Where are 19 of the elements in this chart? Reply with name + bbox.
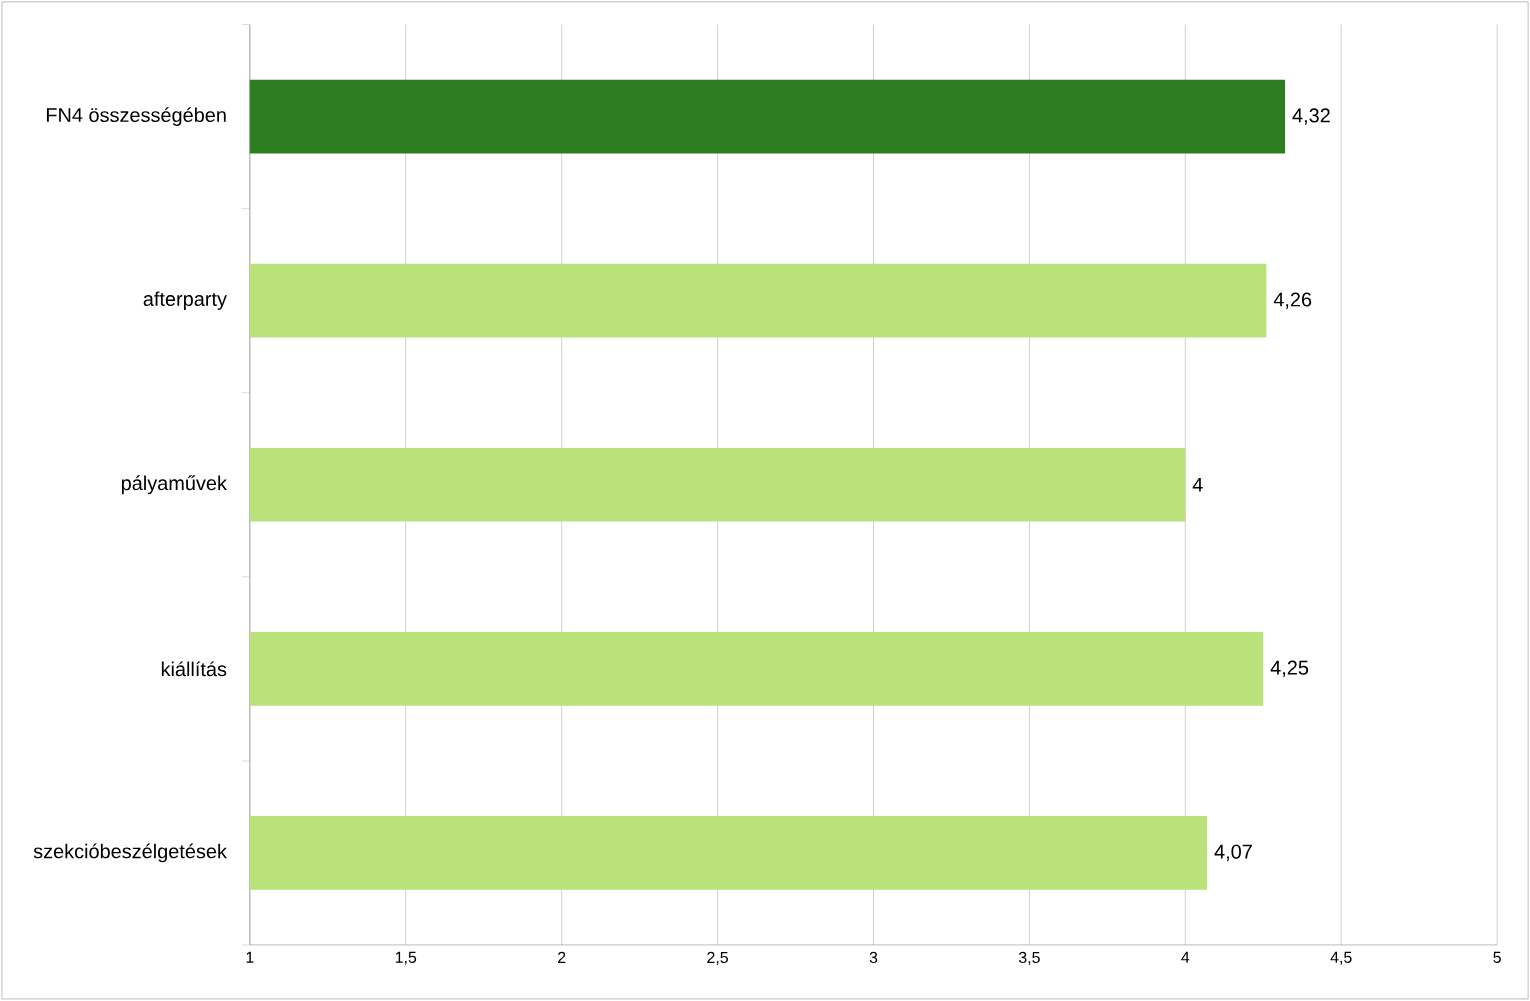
y-tick-label: afterparty xyxy=(143,291,227,311)
x-tick-label: 5 xyxy=(1493,951,1501,964)
data-label: 4,26 xyxy=(1273,292,1312,309)
data-label: 4,25 xyxy=(1270,660,1309,678)
y-tick-label: kiállítás xyxy=(161,661,227,677)
y-tick-label: pályaművek xyxy=(121,475,227,495)
x-tick-label: 3,5 xyxy=(1018,951,1040,966)
x-tick-label: 4 xyxy=(1181,951,1190,963)
x-tick-label: 1,5 xyxy=(395,951,417,965)
x-tick-label: 3 xyxy=(869,951,878,964)
data-label: 4 xyxy=(1192,477,1203,492)
x-tick-label: 2,5 xyxy=(707,951,728,966)
x-tick-label: 4,5 xyxy=(1330,951,1352,965)
x-tick-label: 1 xyxy=(246,951,254,963)
y-tick-label: szekcióbeszélgetések xyxy=(33,843,227,863)
data-label: 4,07 xyxy=(1214,844,1252,862)
y-tick-label: FN4 összességében xyxy=(46,107,226,127)
x-tick-label: 2 xyxy=(558,951,566,964)
data-label: 4,32 xyxy=(1292,108,1330,125)
